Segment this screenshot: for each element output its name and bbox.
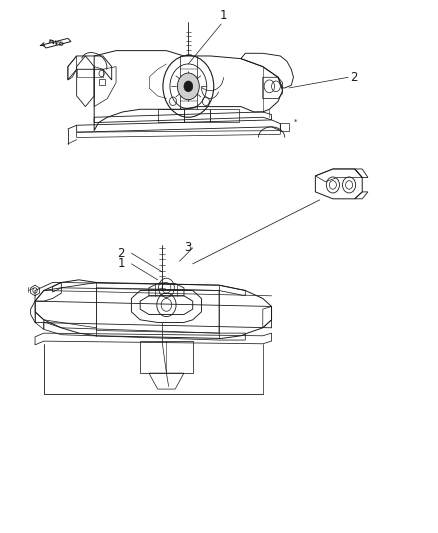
Circle shape (184, 81, 193, 92)
Text: 2: 2 (117, 247, 125, 260)
Circle shape (177, 73, 199, 100)
Text: 1: 1 (219, 10, 227, 22)
Text: *: * (294, 118, 297, 125)
Text: 1: 1 (117, 257, 125, 270)
Text: 3: 3 (184, 241, 191, 254)
Text: 2: 2 (350, 71, 358, 84)
Text: FWD: FWD (48, 39, 64, 47)
Polygon shape (43, 38, 71, 48)
